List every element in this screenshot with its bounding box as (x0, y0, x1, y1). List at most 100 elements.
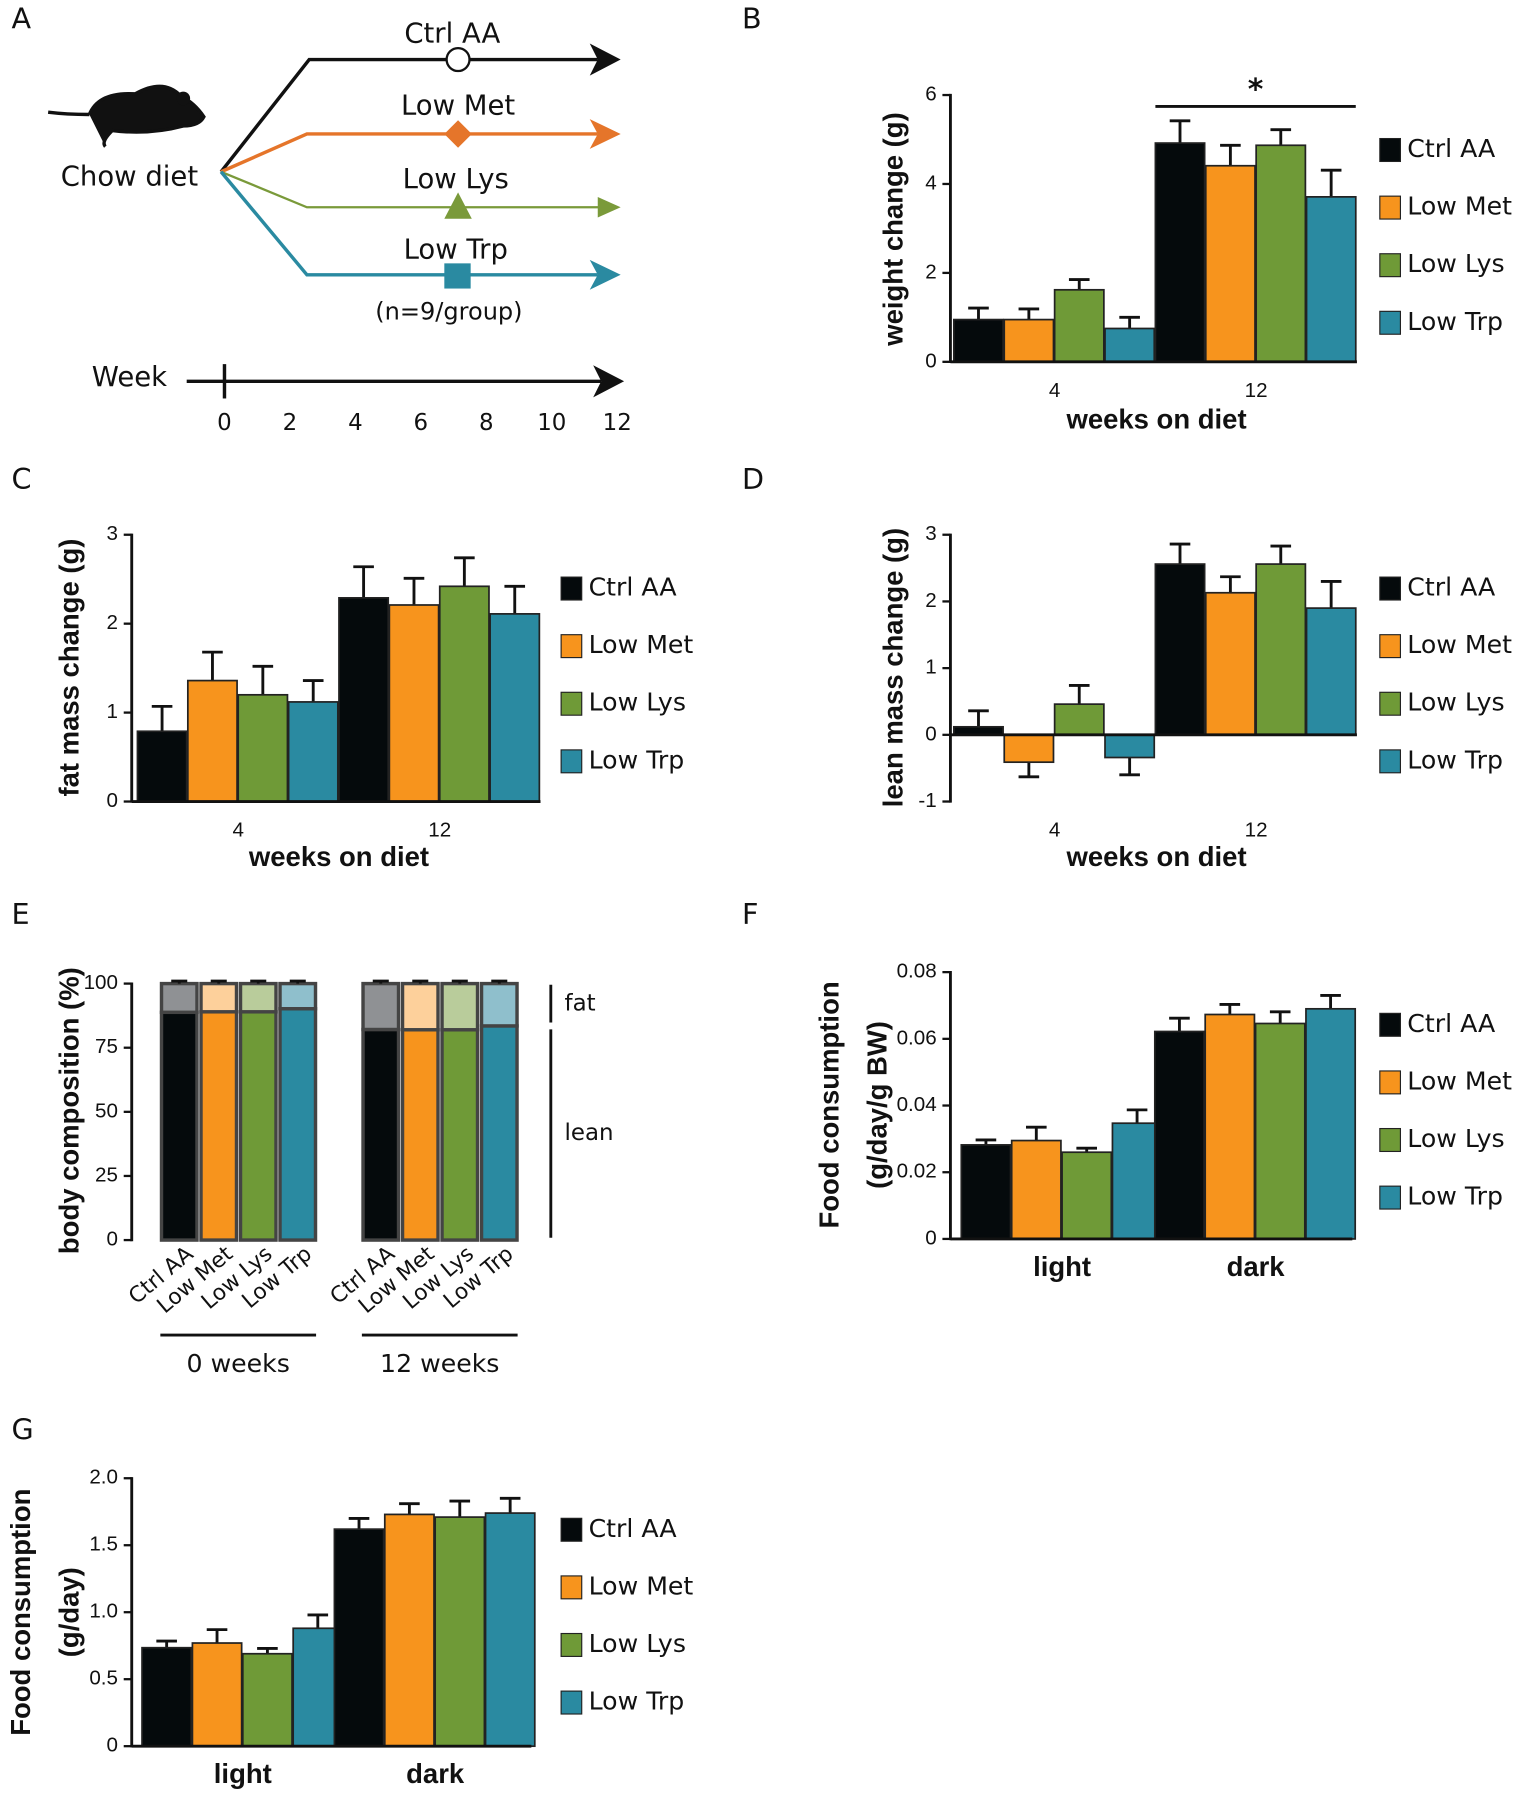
bar (1255, 563, 1307, 736)
x-tick-label: 4 (1049, 379, 1060, 402)
legend-label: Low Lys (589, 688, 686, 717)
bar-segment (479, 981, 519, 1028)
legend-swatch (1379, 634, 1402, 659)
bar-segment (199, 1010, 239, 1242)
legend-label: Low Trp (1407, 307, 1503, 336)
error-bar (1026, 1125, 1047, 1141)
legend-label: Low Lys (1407, 249, 1504, 278)
marker (444, 263, 471, 289)
error-bar (399, 1502, 420, 1515)
bar (388, 604, 440, 803)
legend-swatch (560, 749, 583, 774)
error-bar (1269, 1010, 1291, 1024)
legend-label: Low Trp (1407, 1182, 1503, 1211)
week-tick-label: 2 (283, 410, 298, 436)
y-tick-label: 0 (107, 1734, 118, 1757)
error-bar (1320, 168, 1342, 197)
error-bar (449, 1499, 471, 1518)
legend-label: Ctrl AA (589, 1514, 678, 1543)
arrow-head (593, 365, 625, 398)
start-label: Chow diet (61, 160, 199, 192)
bar-segment (361, 981, 401, 1032)
legend-label: Low Lys (589, 1629, 686, 1658)
arrow-head (597, 196, 621, 218)
bar (484, 1512, 536, 1748)
y-tick-label: 2 (925, 589, 936, 612)
x-tick-label: light (1033, 1251, 1091, 1282)
error-bar (257, 1646, 278, 1654)
legend-label: Low Met (589, 630, 694, 659)
error-bar (1270, 544, 1292, 565)
bar (489, 613, 541, 803)
error-bar (1068, 278, 1090, 290)
x-tick-label: 4 (232, 819, 243, 842)
bar-segment (440, 1028, 480, 1242)
error-bar (403, 576, 425, 605)
week-tick-label: 12 (603, 410, 632, 436)
arrow-head (589, 43, 621, 76)
legend-label: Ctrl AA (1407, 1009, 1496, 1038)
bar (1003, 318, 1055, 363)
bar (1305, 1007, 1357, 1240)
branch-label: Ctrl AA (404, 17, 500, 49)
branch-line (219, 57, 598, 173)
legend-swatch (1379, 1070, 1402, 1095)
branch-line (219, 170, 598, 277)
legend-label: Low Lys (1407, 688, 1504, 717)
y-tick-label: 1.0 (89, 1600, 118, 1623)
bar-segment (238, 981, 278, 1014)
panel-letter: G (12, 1412, 34, 1446)
bar (186, 679, 238, 803)
bar (287, 701, 339, 803)
legend-swatch (1379, 749, 1402, 774)
bar-segment (400, 981, 440, 1032)
y-axis-title: fat mass change (g) (53, 539, 84, 797)
legend-label: Low Trp (1407, 745, 1503, 774)
bar (960, 1144, 1012, 1240)
legend-swatch (1379, 310, 1402, 335)
error-bar (1320, 994, 1341, 1009)
error-bar (210, 979, 227, 984)
error-bar (504, 584, 526, 614)
y-tick-label: 3 (925, 522, 936, 545)
bar-segment (199, 981, 239, 1014)
panel-letter: F (742, 897, 758, 931)
y-axis-title: lean mass change (g) (878, 528, 909, 807)
branch-label: Low Lys (403, 163, 509, 195)
error-bar (1068, 684, 1090, 705)
error-bar (968, 709, 989, 727)
y-tick-label: 1.5 (89, 1533, 118, 1556)
bar-segment (440, 981, 480, 1032)
y-axis-title: (g/day) (53, 1567, 84, 1657)
bar-segment (278, 1007, 318, 1242)
legend-swatch (1379, 1012, 1402, 1037)
y-axis-title: Food consumption (814, 981, 845, 1228)
error-bar (302, 679, 324, 702)
error-bar (1220, 575, 1241, 593)
x-tick-label: 12 (428, 819, 451, 842)
error-bar (1270, 128, 1292, 146)
error-bar (1220, 143, 1241, 166)
error-bar (1169, 1016, 1190, 1032)
legend-swatch (560, 1517, 583, 1542)
legend-swatch (560, 634, 583, 659)
y-tick-label: 50 (95, 1099, 118, 1122)
bar (241, 1652, 293, 1748)
error-bar (1126, 1108, 1148, 1124)
error-bar (353, 565, 374, 598)
bar (1111, 1122, 1163, 1240)
bar (1153, 1030, 1205, 1240)
legend-swatch (1379, 195, 1402, 220)
y-tick-label: 0.04 (897, 1093, 937, 1116)
error-bar (499, 1496, 521, 1514)
legend-swatch (560, 1690, 583, 1715)
bar (1254, 1022, 1306, 1240)
error-bar (1119, 315, 1140, 329)
bar (1305, 196, 1357, 363)
y-axis-title: (g/day/g BW) (862, 1021, 893, 1189)
error-bar (491, 979, 508, 984)
error-bar (1018, 762, 1040, 779)
bar (1154, 142, 1206, 363)
y-tick-label: 1 (107, 700, 118, 723)
